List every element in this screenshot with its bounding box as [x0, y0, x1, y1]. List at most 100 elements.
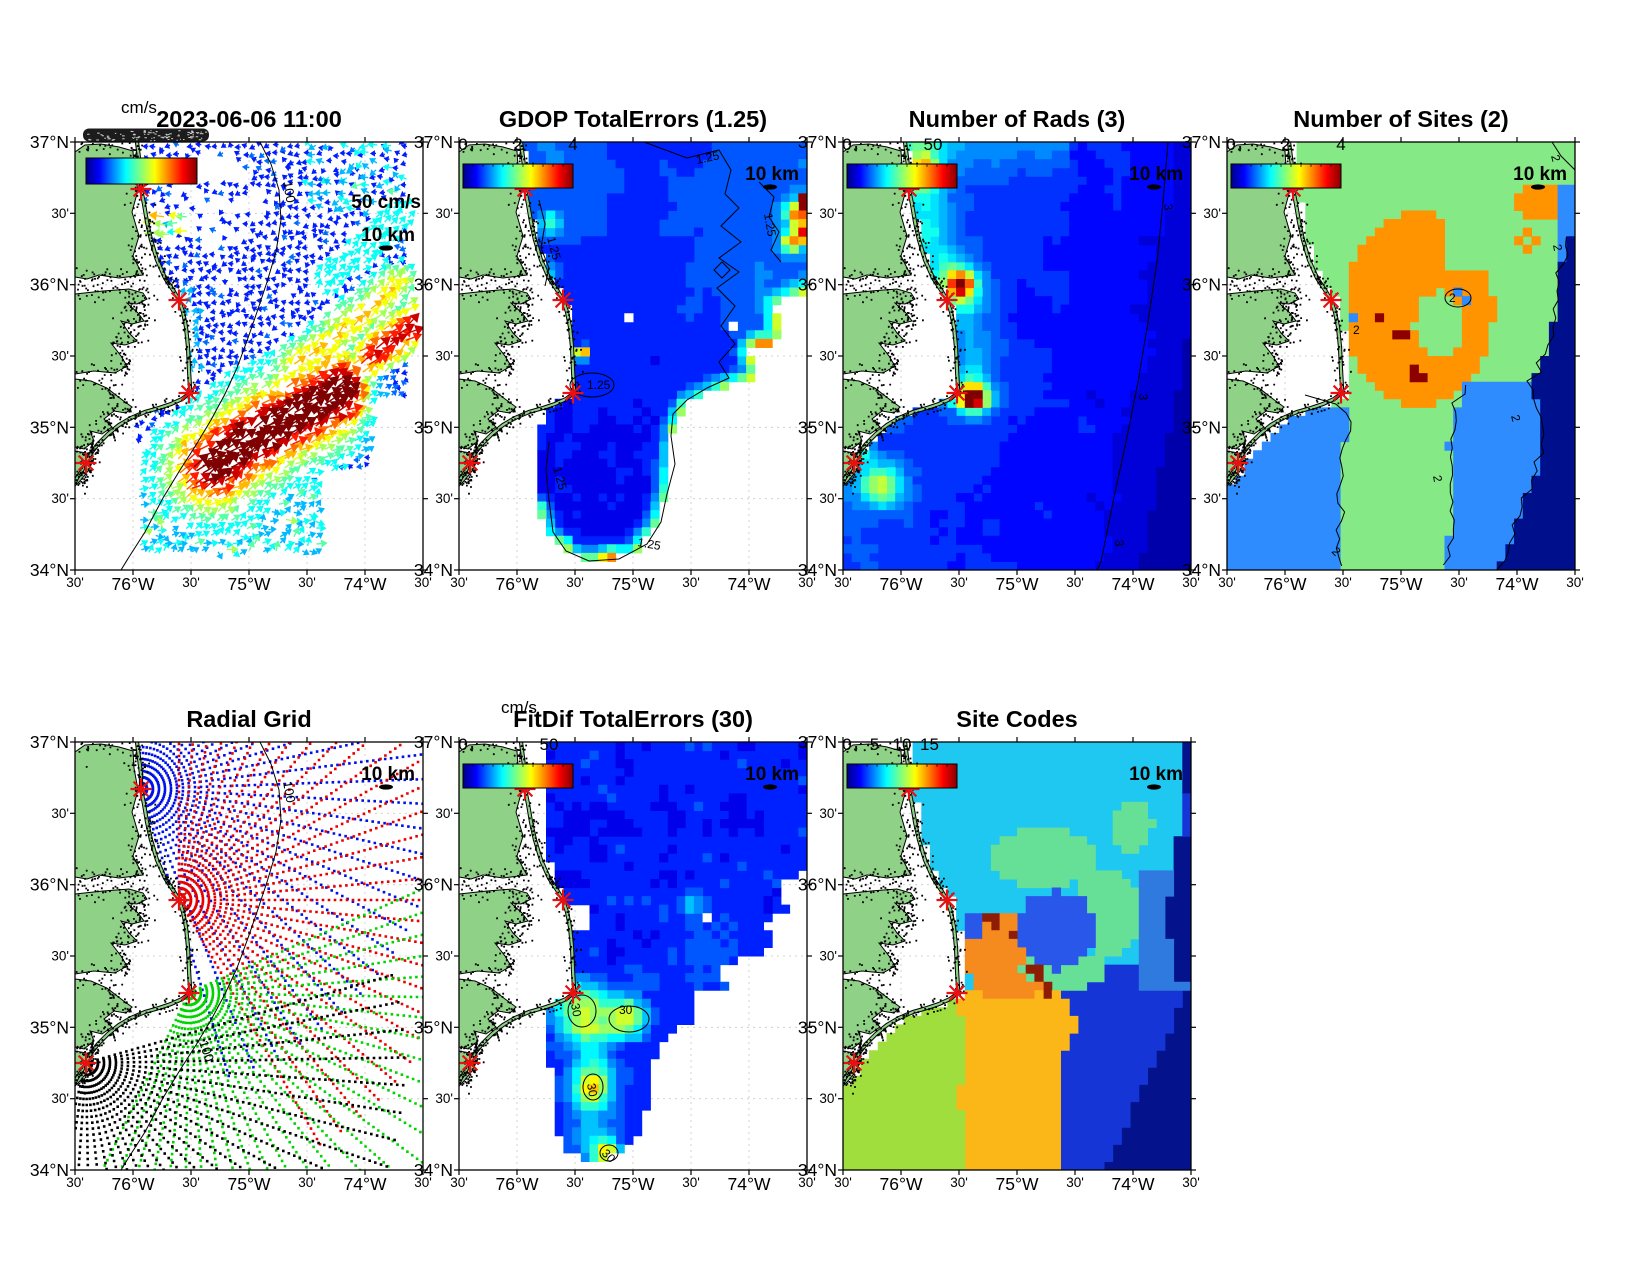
svg-text:cm/s: cm/s — [121, 98, 157, 117]
svg-text:36°N: 36°N — [30, 275, 69, 295]
svg-text:37°N: 37°N — [30, 732, 69, 752]
svg-text:30': 30' — [798, 1175, 816, 1190]
svg-text:75°W: 75°W — [612, 574, 655, 594]
svg-text:75°W: 75°W — [996, 1174, 1039, 1194]
svg-text:30': 30' — [435, 491, 453, 506]
svg-text:30': 30' — [66, 575, 84, 590]
svg-text:75°W: 75°W — [612, 1174, 655, 1194]
svg-text:30': 30' — [435, 806, 453, 821]
svg-text:3: 3 — [1161, 203, 1176, 211]
svg-text:34°N: 34°N — [30, 560, 69, 580]
svg-text:76°W: 76°W — [112, 574, 155, 594]
svg-text:30': 30' — [450, 575, 468, 590]
svg-text:10 km: 10 km — [361, 225, 415, 246]
svg-text:30': 30' — [298, 575, 316, 590]
svg-text:1.25: 1.25 — [550, 465, 570, 491]
svg-text:50: 50 — [540, 735, 559, 754]
svg-text:10 km: 10 km — [361, 764, 415, 785]
svg-text:34°N: 34°N — [1182, 560, 1221, 580]
svg-text:35°N: 35°N — [30, 417, 69, 437]
svg-text:2: 2 — [1449, 291, 1456, 305]
svg-text:0: 0 — [458, 735, 467, 754]
svg-text:Number of Rads (3): Number of Rads (3) — [909, 106, 1126, 132]
svg-text:37°N: 37°N — [30, 132, 69, 152]
svg-text:76°W: 76°W — [880, 574, 923, 594]
svg-text:35°N: 35°N — [798, 417, 837, 437]
svg-text:30': 30' — [1182, 575, 1200, 590]
svg-text:1.25: 1.25 — [695, 148, 721, 167]
svg-text:10 km: 10 km — [1129, 764, 1183, 785]
svg-text:10 km: 10 km — [745, 764, 799, 785]
svg-text:3: 3 — [1136, 393, 1151, 401]
svg-text:74°W: 74°W — [344, 1174, 387, 1194]
svg-text:2: 2 — [1548, 153, 1563, 163]
svg-text:30': 30' — [834, 575, 852, 590]
svg-text:15: 15 — [920, 735, 939, 754]
svg-text:30': 30' — [834, 1175, 852, 1190]
svg-text:74°W: 74°W — [1112, 574, 1155, 594]
svg-text:30': 30' — [819, 491, 837, 506]
svg-text:74°W: 74°W — [344, 574, 387, 594]
svg-text:1.25: 1.25 — [761, 212, 779, 238]
svg-text:100: 100 — [280, 780, 299, 804]
svg-text:75°W: 75°W — [228, 1174, 271, 1194]
svg-text:36°N: 36°N — [414, 875, 453, 895]
svg-text:10 km: 10 km — [1513, 164, 1567, 185]
svg-text:35°N: 35°N — [414, 1017, 453, 1037]
svg-text:0: 0 — [1226, 135, 1235, 154]
svg-text:10 km: 10 km — [745, 164, 799, 185]
svg-text:34°N: 34°N — [30, 1160, 69, 1180]
svg-text:30': 30' — [682, 1175, 700, 1190]
svg-text:1.25: 1.25 — [636, 535, 662, 553]
svg-text:GDOP TotalErrors (1.25): GDOP TotalErrors (1.25) — [499, 106, 767, 132]
svg-text:74°W: 74°W — [728, 1174, 771, 1194]
svg-text:100: 100 — [196, 1038, 217, 1063]
svg-text:75°W: 75°W — [228, 574, 271, 594]
svg-text:30': 30' — [950, 575, 968, 590]
svg-text:2023-06-06 11:00: 2023-06-06 11:00 — [156, 106, 342, 132]
svg-text:30': 30' — [819, 1091, 837, 1106]
svg-text:Site Codes: Site Codes — [956, 706, 1077, 732]
svg-text:50 cm/s: 50 cm/s — [351, 192, 421, 213]
svg-text:30': 30' — [51, 1091, 69, 1106]
svg-text:37°N: 37°N — [414, 132, 453, 152]
svg-text:37°N: 37°N — [798, 732, 837, 752]
svg-text:34°N: 34°N — [414, 1160, 453, 1180]
svg-text:35°N: 35°N — [30, 1017, 69, 1037]
svg-text:76°W: 76°W — [1264, 574, 1307, 594]
svg-text:30': 30' — [1203, 349, 1221, 364]
svg-text:36°N: 36°N — [798, 275, 837, 295]
svg-text:76°W: 76°W — [496, 1174, 539, 1194]
svg-text:10: 10 — [893, 735, 912, 754]
svg-text:10 km: 10 km — [1129, 164, 1183, 185]
svg-text:30': 30' — [950, 1175, 968, 1190]
svg-text:cm/s: cm/s — [501, 698, 537, 717]
svg-text:30': 30' — [1203, 206, 1221, 221]
svg-text:2: 2 — [1281, 135, 1290, 154]
svg-text:30': 30' — [1218, 575, 1236, 590]
svg-text:0: 0 — [458, 135, 467, 154]
svg-text:FitDif TotalErrors (30): FitDif TotalErrors (30) — [513, 706, 753, 732]
svg-text:1.25: 1.25 — [544, 235, 564, 261]
svg-text:36°N: 36°N — [798, 875, 837, 895]
svg-text:30': 30' — [435, 349, 453, 364]
svg-text:36°N: 36°N — [30, 875, 69, 895]
svg-text:30': 30' — [435, 1091, 453, 1106]
svg-text:37°N: 37°N — [414, 732, 453, 752]
svg-text:37°N: 37°N — [798, 132, 837, 152]
svg-text:30': 30' — [1203, 491, 1221, 506]
svg-text:1.25: 1.25 — [587, 378, 611, 392]
svg-text:74°W: 74°W — [728, 574, 771, 594]
svg-text:30: 30 — [568, 1002, 584, 1018]
svg-text:36°N: 36°N — [1182, 275, 1221, 295]
svg-text:30': 30' — [819, 206, 837, 221]
svg-text:30': 30' — [435, 206, 453, 221]
svg-text:30': 30' — [182, 1175, 200, 1190]
svg-text:30': 30' — [1450, 575, 1468, 590]
svg-text:30': 30' — [1066, 575, 1084, 590]
svg-text:Number of Sites (2): Number of Sites (2) — [1293, 106, 1508, 132]
svg-text:30': 30' — [819, 806, 837, 821]
svg-text:30': 30' — [819, 349, 837, 364]
svg-text:30': 30' — [298, 1175, 316, 1190]
svg-text:35°N: 35°N — [798, 1017, 837, 1037]
